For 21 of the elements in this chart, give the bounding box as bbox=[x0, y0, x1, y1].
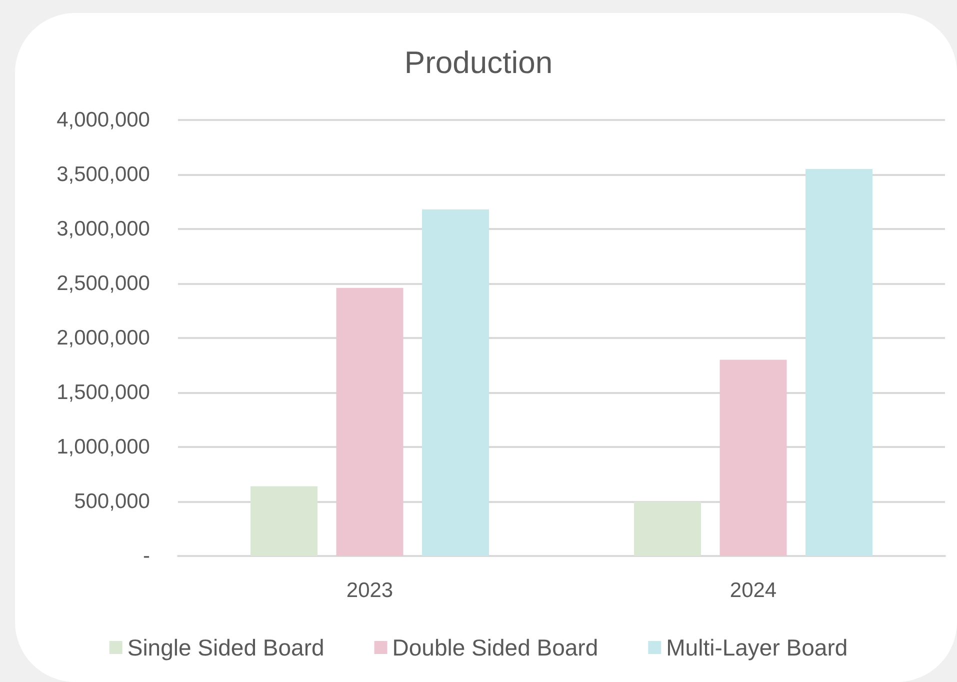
legend-label: Double Sided Board bbox=[392, 634, 598, 660]
y-tick-label: 3,000,000 bbox=[56, 218, 150, 240]
bar bbox=[422, 209, 490, 556]
y-tick-label: - bbox=[143, 544, 150, 568]
y-tick-label: 4,000,000 bbox=[56, 108, 150, 132]
x-tick-label: 2023 bbox=[346, 579, 394, 602]
y-tick-label: 3,500,000 bbox=[56, 163, 150, 186]
y-tick-label: 1,000,000 bbox=[56, 436, 150, 458]
bar bbox=[634, 502, 701, 556]
y-tick-label: 1,500,000 bbox=[56, 381, 150, 404]
bar bbox=[250, 486, 318, 556]
y-tick-label: 2,500,000 bbox=[56, 272, 150, 295]
bar bbox=[336, 288, 404, 556]
legend-label: Single Sided Board bbox=[127, 634, 324, 660]
bar bbox=[720, 360, 787, 556]
x-tick-label: 2024 bbox=[730, 579, 777, 602]
bar bbox=[806, 169, 873, 556]
chart-title: Production bbox=[404, 45, 553, 80]
legend-label: Multi-Layer Board bbox=[666, 634, 848, 660]
y-tick-label: 500,000 bbox=[74, 490, 150, 513]
y-tick-label: 2,000,000 bbox=[56, 326, 150, 350]
